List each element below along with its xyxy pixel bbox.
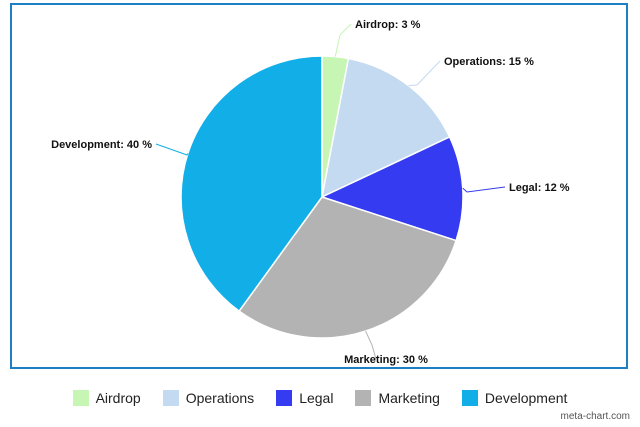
legend-item-legal[interactable]: Legal: [276, 390, 333, 406]
legend-label: Development: [484, 390, 568, 406]
legend-swatch: [276, 390, 293, 406]
legend-swatch: [72, 390, 89, 406]
slice-label-airdrop: Airdrop: 3 %: [355, 19, 421, 31]
legend: Airdrop Operations Legal Marketing Devel…: [0, 387, 640, 409]
leader-line-development: [155, 143, 189, 156]
legend-label: Airdrop: [95, 390, 141, 406]
legend-item-marketing[interactable]: Marketing: [355, 390, 440, 406]
pie-chart: Airdrop: 3 % Operations: 15 % Legal: 12 % M…: [51, 19, 570, 366]
leader-line-operations: [408, 60, 441, 87]
pie-slice-marketing[interactable]: [238, 196, 458, 339]
legend-item-development[interactable]: Development: [461, 390, 568, 406]
legend-swatch: [461, 390, 478, 406]
slice-label-legal: Legal: 12 %: [509, 182, 570, 194]
slice-label-development: Development: 40 %: [51, 139, 152, 151]
slice-label-operations: Operations: 15 %: [444, 56, 534, 68]
leader-line-legal: [462, 186, 506, 193]
legend-label: Operations: [185, 390, 255, 406]
leader-line-airdrop: [334, 23, 352, 57]
legend-item-airdrop[interactable]: Airdrop: [72, 390, 141, 406]
legend-swatch: [162, 390, 179, 406]
slice-label-marketing: Marketing: 30 %: [344, 354, 428, 366]
chart-frame: Airdrop: 3 % Operations: 15 % Legal: 12 % M…: [10, 3, 628, 369]
legend-swatch: [355, 390, 372, 406]
pie-slice-development[interactable]: [180, 55, 323, 313]
legend-label: Marketing: [378, 390, 440, 406]
leader-line-marketing: [365, 330, 377, 360]
legend-label: Legal: [299, 390, 334, 406]
credit-text: meta-chart.com: [560, 411, 630, 422]
pie-slice-legal[interactable]: [319, 135, 464, 242]
legend-item-operations[interactable]: Operations: [162, 390, 255, 406]
